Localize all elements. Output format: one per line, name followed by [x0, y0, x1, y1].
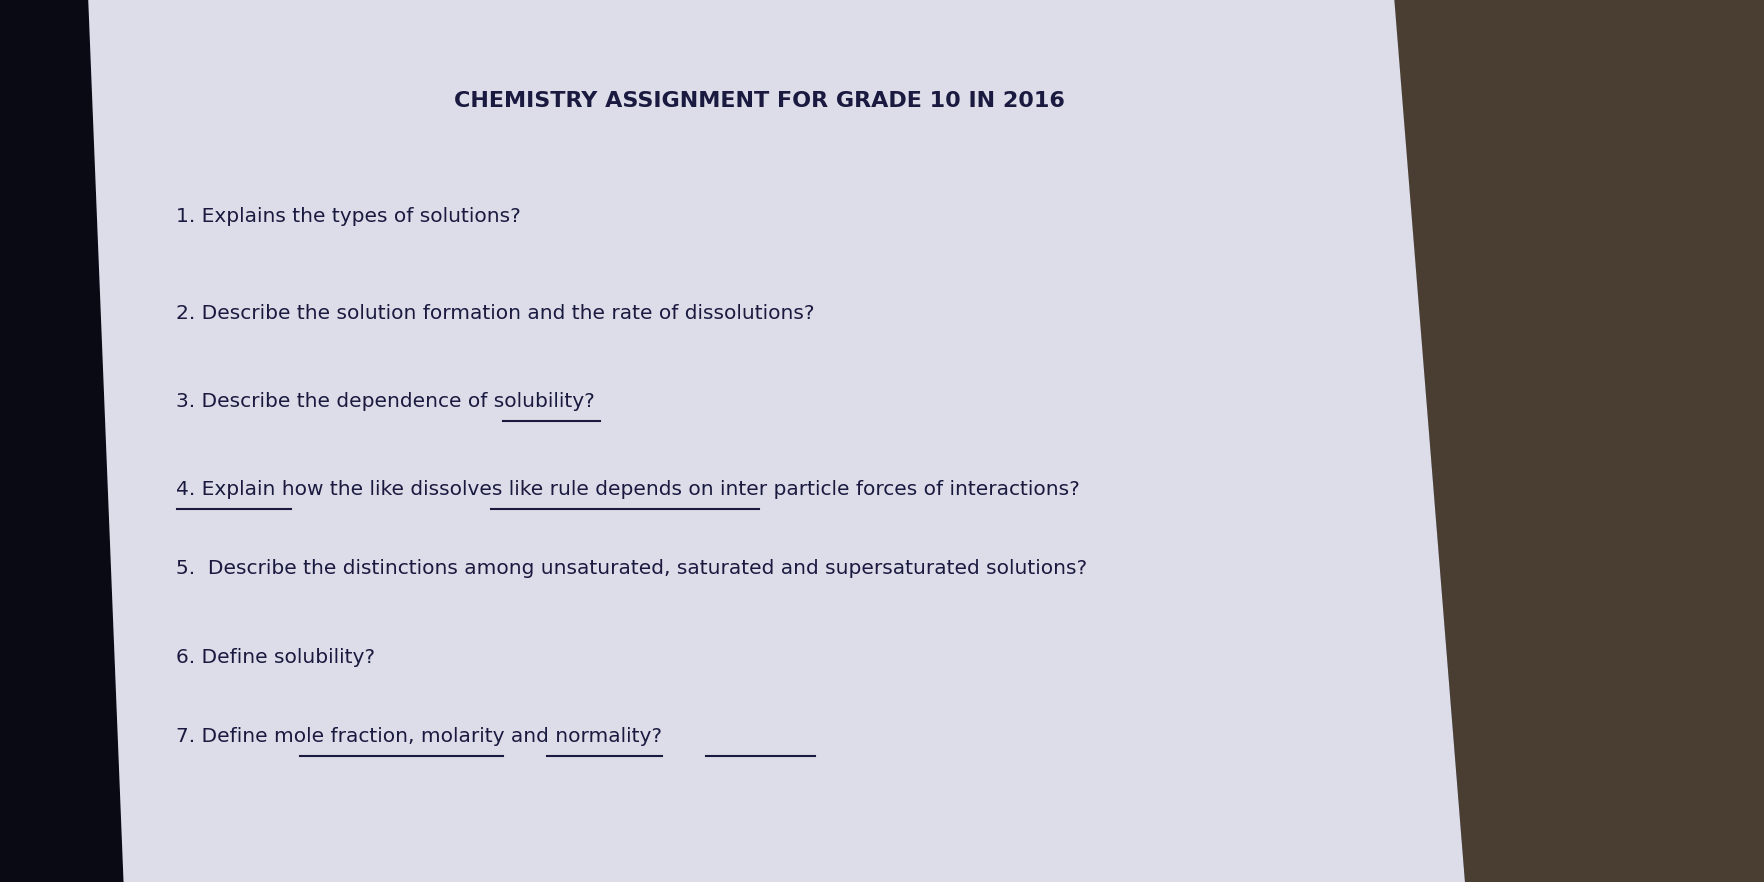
- Text: 5.  Describe the distinctions among unsaturated, saturated and supersaturated so: 5. Describe the distinctions among unsat…: [176, 559, 1087, 579]
- Polygon shape: [88, 0, 1464, 882]
- Text: 6. Define solubility?: 6. Define solubility?: [176, 647, 376, 667]
- Polygon shape: [1394, 0, 1764, 882]
- Text: 1. Explains the types of solutions?: 1. Explains the types of solutions?: [176, 206, 520, 226]
- Text: CHEMISTRY ASSIGNMENT FOR GRADE 10 IN 2016: CHEMISTRY ASSIGNMENT FOR GRADE 10 IN 201…: [453, 92, 1064, 111]
- Text: 7. Define mole fraction, molarity and normality?: 7. Define mole fraction, molarity and no…: [176, 727, 662, 746]
- Text: 4. Explain how the like dissolves like rule depends on inter particle forces of : 4. Explain how the like dissolves like r…: [176, 480, 1080, 499]
- Text: 2. Describe the solution formation and the rate of dissolutions?: 2. Describe the solution formation and t…: [176, 303, 815, 323]
- Text: 3. Describe the dependence of solubility?: 3. Describe the dependence of solubility…: [176, 392, 594, 411]
- Polygon shape: [0, 0, 123, 882]
